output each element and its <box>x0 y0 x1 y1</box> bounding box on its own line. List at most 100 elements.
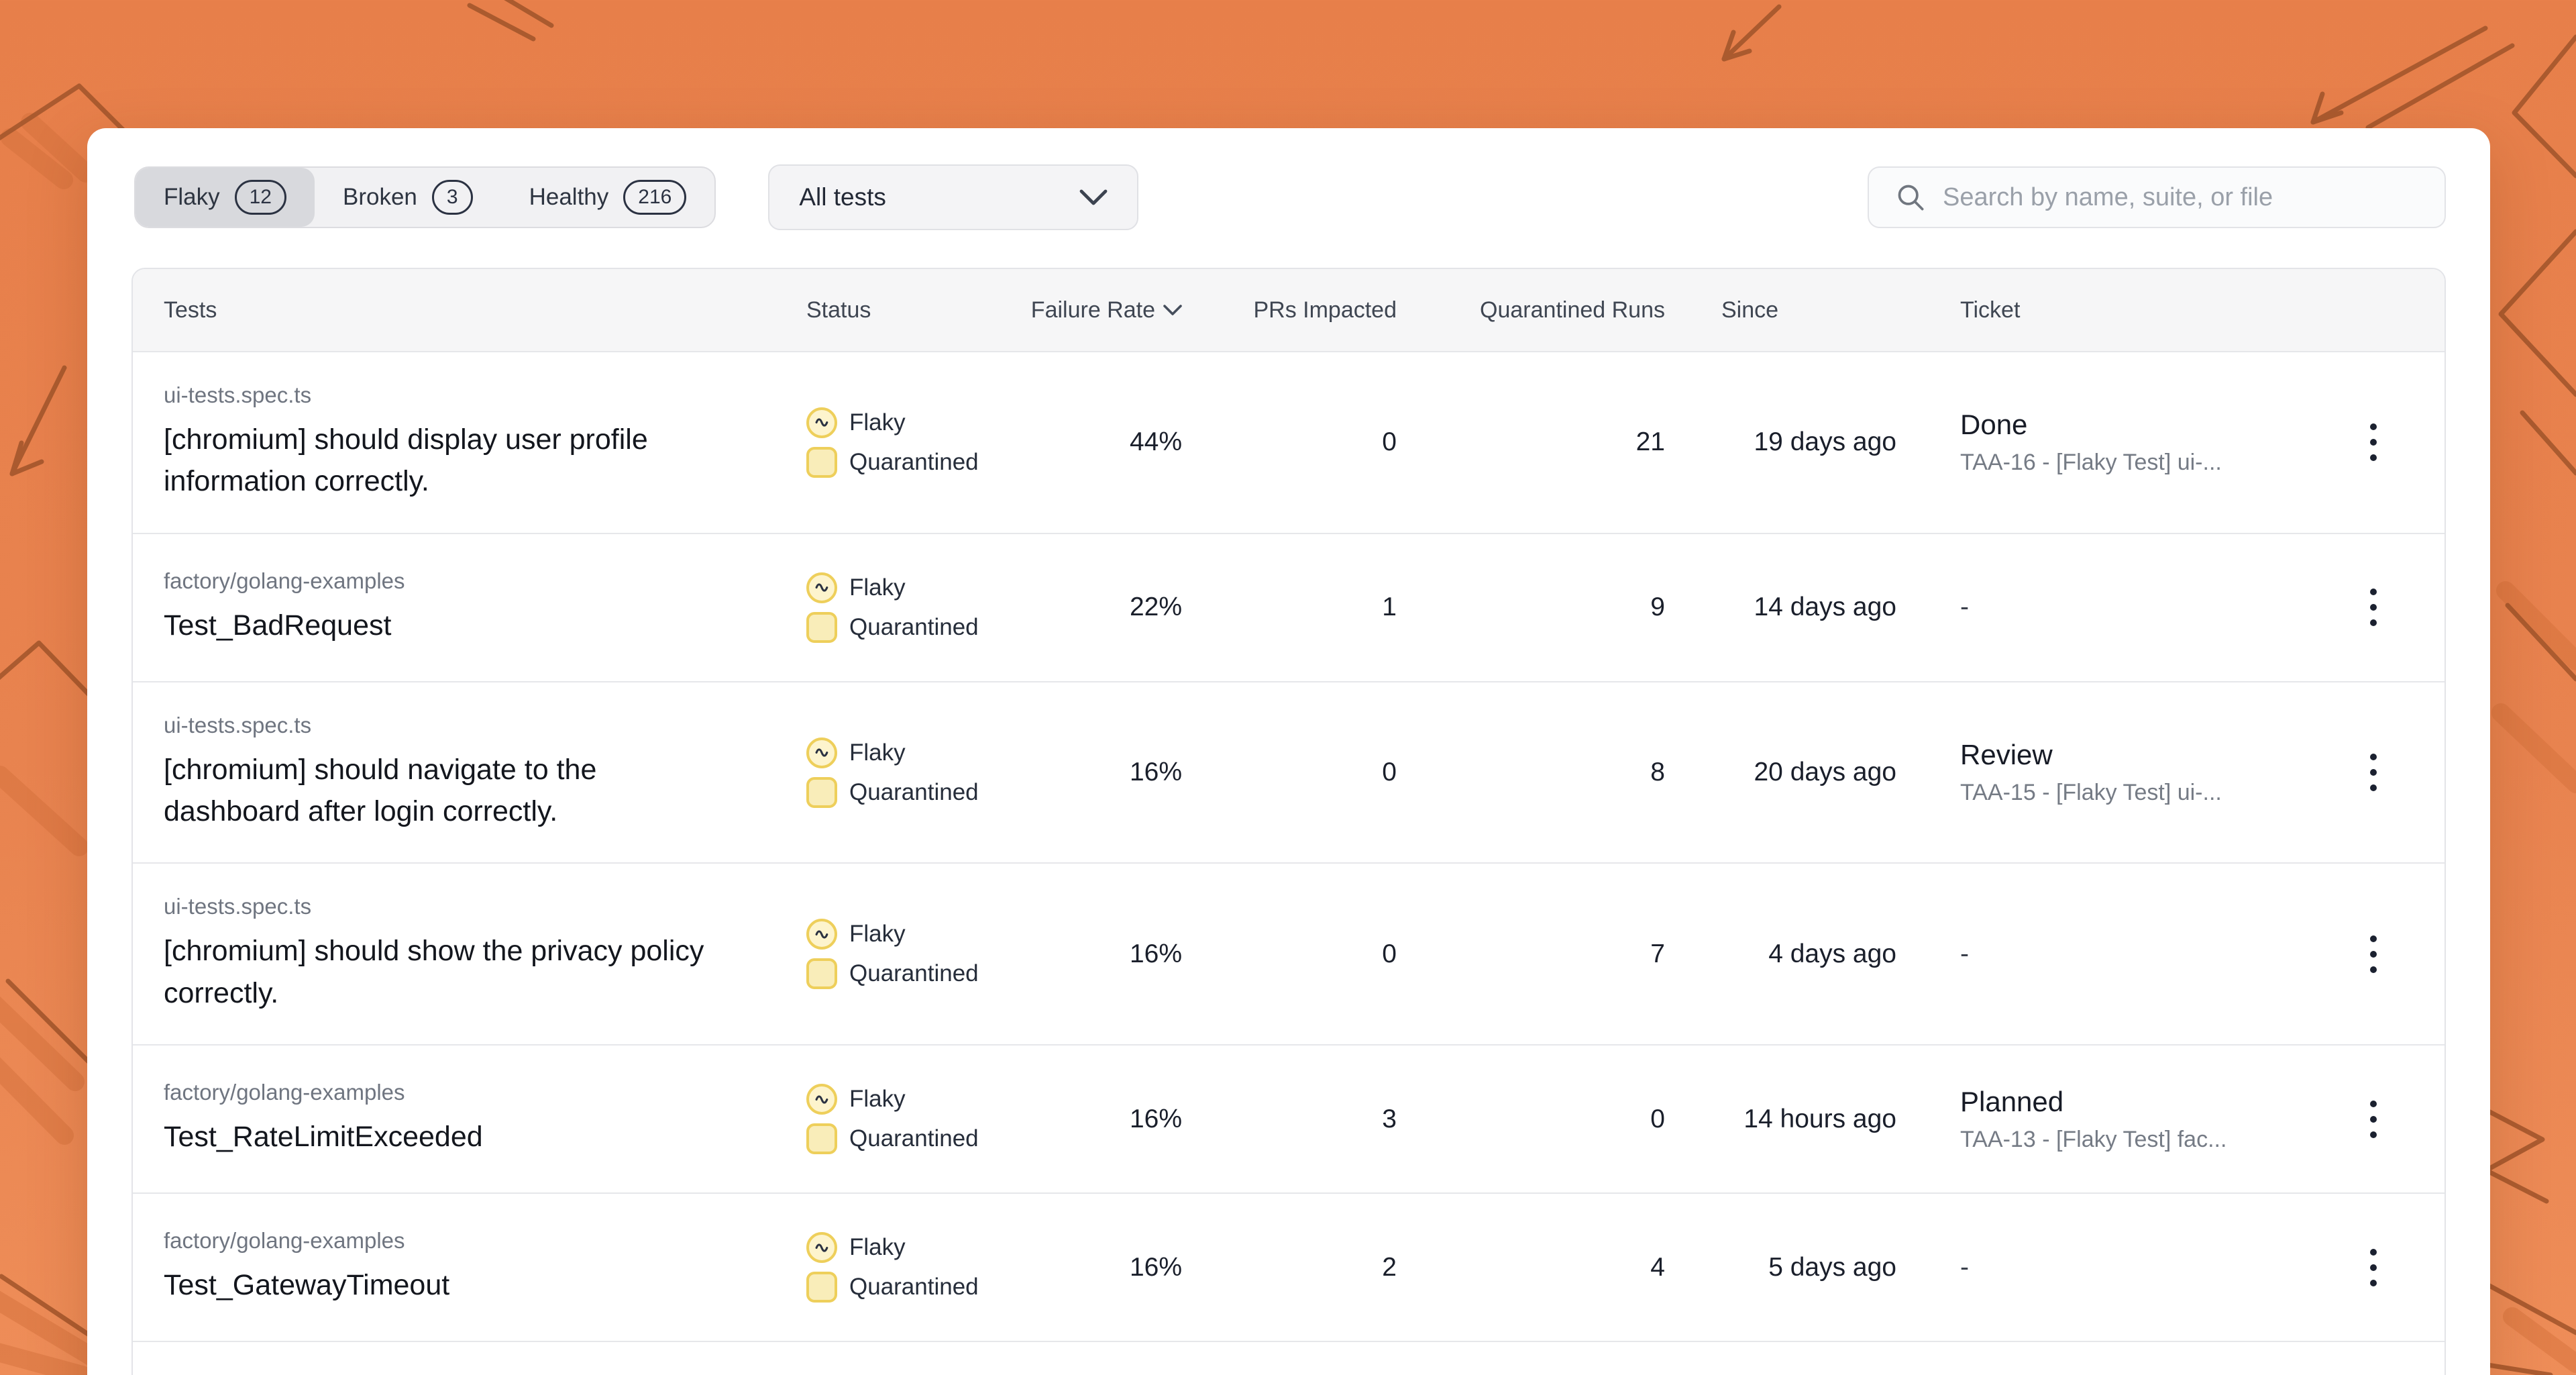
status-cell: Flaky Quarantined <box>806 407 1028 478</box>
test-cell: factory/golang-examples Test_RateLimitEx… <box>164 1080 806 1158</box>
search-icon <box>1898 185 1924 211</box>
quarantined-runs-value: 8 <box>1650 758 1665 787</box>
status-label: Quarantined <box>849 613 979 640</box>
quarantined-runs-value: 4 <box>1650 1252 1665 1282</box>
since-value: 19 days ago <box>1754 427 1896 457</box>
prs-impacted-value: 0 <box>1382 758 1397 787</box>
table-row[interactable]: ui-tests.spec.ts [chromium] should navig… <box>133 680 2445 863</box>
status-label: Quarantined <box>849 1125 979 1152</box>
search-bar <box>1868 166 2446 228</box>
column-header-prs-impacted[interactable]: PRs Impacted <box>1253 297 1397 323</box>
status-item: Quarantined <box>806 446 1028 478</box>
column-header-ticket[interactable]: Ticket <box>1960 297 2021 323</box>
test-file: factory/golang-examples <box>164 1228 405 1254</box>
tab-flaky[interactable]: Flaky 12 <box>136 168 315 227</box>
test-filter-dropdown[interactable]: All tests <box>768 164 1139 230</box>
tab-flaky-count-badge: 12 <box>234 180 286 215</box>
test-cell: factory/golang-examples Test_GatewayTime… <box>164 1228 806 1306</box>
status-cell: Flaky Quarantined <box>806 1232 1028 1303</box>
ticket-ref: TAA-13 - [Flaky Test] fac... <box>1960 1126 2227 1152</box>
test-cell: ui-tests.spec.ts [chromium] should show … <box>164 894 806 1014</box>
tab-broken[interactable]: Broken 3 <box>315 168 501 227</box>
ticket-status: Planned <box>1960 1085 2064 1117</box>
column-header-quarantined-runs[interactable]: Quarantined Runs <box>1480 297 1665 323</box>
status-item: Quarantined <box>806 611 1028 643</box>
row-menu-button[interactable] <box>2357 1239 2390 1296</box>
tab-broken-label: Broken <box>343 184 417 210</box>
row-menu-button[interactable] <box>2357 1091 2390 1148</box>
table-body: ui-tests.spec.ts [chromium] should displ… <box>133 351 2445 1375</box>
tab-flaky-label: Flaky <box>164 184 220 210</box>
table-row[interactable]: ui-tests.spec.ts [chromium] should show … <box>133 862 2445 1045</box>
status-label: Flaky <box>849 1086 906 1113</box>
quarantined-icon <box>806 1272 837 1303</box>
status-label: Quarantined <box>849 1274 979 1301</box>
row-menu-button[interactable] <box>2357 744 2390 801</box>
status-cell: Flaky Quarantined <box>806 737 1028 808</box>
ticket-status: Done <box>1960 409 2028 441</box>
column-header-failure-rate[interactable]: Failure Rate <box>1028 297 1182 323</box>
failure-rate-value: 16% <box>1129 1252 1182 1282</box>
since-value: 14 hours ago <box>1743 1104 1896 1133</box>
row-menu-button[interactable] <box>2357 579 2390 635</box>
status-label: Quarantined <box>849 448 979 475</box>
failure-rate-value: 16% <box>1129 1104 1182 1133</box>
ticket-status: Review <box>1960 739 2053 771</box>
ticket-cell: Done TAA-16 - [Flaky Test] ui-... <box>1896 409 2333 476</box>
flaky-icon <box>806 919 837 950</box>
column-header-status[interactable]: Status <box>806 297 871 323</box>
status-item: Quarantined <box>806 1123 1028 1155</box>
table-row[interactable]: factory/golang-examples Test_RateLimitEx… <box>133 1044 2445 1193</box>
test-file: factory/golang-examples <box>164 568 405 594</box>
table-row[interactable]: factory/golang-examples Test_GatewayTime… <box>133 1192 2445 1341</box>
chevron-down-icon <box>1079 189 1108 205</box>
status-label: Flaky <box>849 739 906 766</box>
status-item: Flaky <box>806 407 1028 438</box>
status-label: Flaky <box>849 1234 906 1261</box>
failure-rate-value: 16% <box>1129 939 1182 968</box>
quarantined-runs-value: 9 <box>1650 593 1665 622</box>
test-cell: factory/golang-examples Test_BadRequest <box>164 568 806 646</box>
status-tab-group: Flaky 12 Broken 3 Healthy 216 <box>134 166 716 228</box>
test-name: [chromium] should show the privacy polic… <box>164 935 704 1009</box>
quarantined-icon <box>806 446 837 478</box>
status-cell: Flaky Quarantined <box>806 1084 1028 1155</box>
test-name: Test_GatewayTimeout <box>164 1269 450 1302</box>
quarantined-icon <box>806 1123 837 1155</box>
test-name: Test_BadRequest <box>164 609 392 642</box>
status-item: Flaky <box>806 1232 1028 1264</box>
ticket-cell: Planned TAA-13 - [Flaky Test] fac... <box>1896 1086 2333 1153</box>
flaky-icon <box>806 1232 837 1264</box>
quarantined-icon <box>806 958 837 990</box>
search-input[interactable] <box>1943 183 2418 212</box>
toolbar: Flaky 12 Broken 3 Healthy 216 All tests <box>87 128 2490 230</box>
prs-impacted-value: 1 <box>1382 593 1397 622</box>
since-value: 20 days ago <box>1754 758 1896 787</box>
ticket-cell: - <box>1896 593 2333 622</box>
quarantined-runs-value: 0 <box>1650 1104 1665 1133</box>
test-file: ui-tests.spec.ts <box>164 894 312 919</box>
test-file: ui-tests.spec.ts <box>164 712 312 737</box>
test-cell: ui-tests.spec.ts [chromium] should displ… <box>164 383 806 503</box>
status-item: Flaky <box>806 737 1028 768</box>
row-menu-button[interactable] <box>2357 414 2390 470</box>
prs-impacted-value: 0 <box>1382 427 1397 457</box>
tab-healthy[interactable]: Healthy 216 <box>501 168 715 227</box>
column-header-since[interactable]: Since <box>1721 297 1779 323</box>
test-name: Test_RateLimitExceeded <box>164 1121 483 1154</box>
test-file: ui-tests.spec.ts <box>164 383 312 407</box>
test-file: factory/golang-examples <box>164 1080 405 1105</box>
ticket-cell: - <box>1896 939 2333 969</box>
tab-broken-count-badge: 3 <box>431 180 473 215</box>
prs-impacted-value: 3 <box>1382 1104 1397 1133</box>
sort-chevron-down-icon <box>1163 305 1182 315</box>
ticket-ref: TAA-15 - [Flaky Test] ui-... <box>1960 780 2222 806</box>
column-header-tests[interactable]: Tests <box>164 297 217 323</box>
row-menu-button[interactable] <box>2357 926 2390 982</box>
table-row[interactable]: factory/golang-examples Test_BadRequest … <box>133 532 2445 681</box>
table-row[interactable]: factory/golang-examples <box>133 1341 2445 1375</box>
ticket-none: - <box>1960 939 1969 968</box>
table-row[interactable]: ui-tests.spec.ts [chromium] should displ… <box>133 351 2445 533</box>
ticket-ref: TAA-16 - [Flaky Test] ui-... <box>1960 450 2222 476</box>
status-item: Flaky <box>806 572 1028 603</box>
